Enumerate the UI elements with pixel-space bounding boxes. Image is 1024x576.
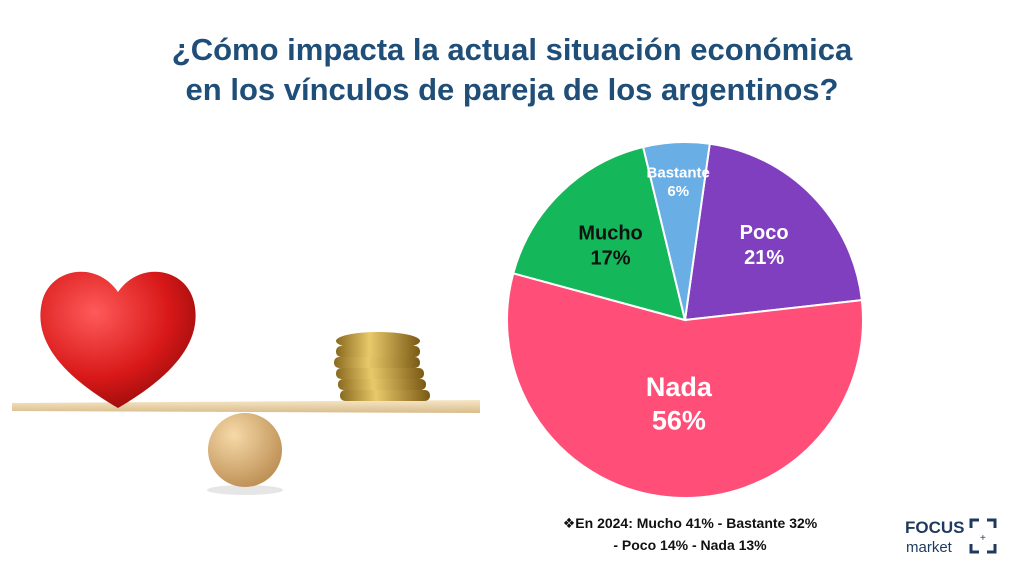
slice-label-nada: Nada: [646, 372, 713, 402]
pie-slice-poco: [683, 142, 863, 322]
pie-slice-mucho: [511, 145, 687, 322]
pie-slice-bastante: [641, 141, 711, 321]
slice-label-mucho: Mucho: [578, 222, 642, 244]
slice-value-mucho: 17%: [591, 247, 631, 269]
slice-label-bastante: Bastante: [647, 164, 710, 181]
heart-icon: [40, 271, 196, 408]
balance-scale-icon: [12, 400, 480, 495]
slice-value-poco: 21%: [744, 247, 784, 269]
footnote-2024: ❖En 2024: Mucho 41% - Bastante 32% - Poc…: [520, 512, 860, 556]
slice-value-nada: 56%: [652, 406, 706, 436]
pie-slice-nada: [506, 272, 864, 499]
logo-word-2: market: [906, 539, 953, 556]
pie-chart: Poco 21% Nada 56% Mucho 17% Bastante 6%: [506, 141, 864, 499]
heart-vs-money-illustration: [12, 271, 480, 495]
footnote-line-1: ❖En 2024: Mucho 41% - Bastante 32%: [562, 515, 818, 531]
slice-label-poco: Poco: [740, 222, 789, 244]
focus-market-logo: FOCUS market +: [903, 514, 999, 558]
title-line-1: ¿Cómo impacta la actual situación económ…: [171, 32, 853, 67]
focus-frame-icon: [969, 518, 997, 554]
title-line-2: en los vínculos de pareja de los argenti…: [185, 72, 839, 107]
chart-title: ¿Cómo impacta la actual situación económ…: [0, 30, 1024, 110]
svg-text:+: +: [980, 533, 986, 544]
coin-stack-icon: [334, 332, 430, 401]
footnote-line-2: - Poco 14% - Nada 13%: [613, 537, 767, 553]
slice-value-bastante: 6%: [667, 183, 689, 200]
logo-word-1: FOCUS: [905, 518, 965, 537]
